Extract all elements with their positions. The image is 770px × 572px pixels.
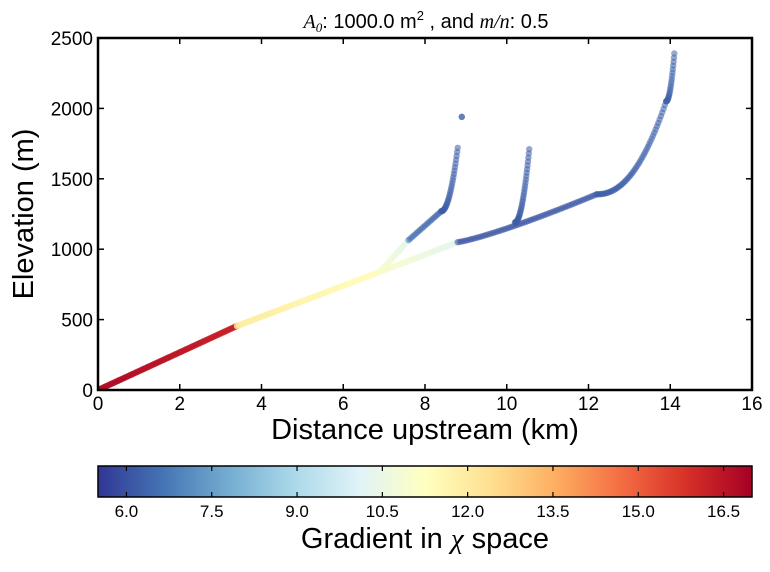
colorbar-tick-label: 13.5 [536,502,569,521]
chart-title: A0: 1000.0 m2 , and m/n: 0.5 [302,8,549,35]
plot-frame [96,36,754,392]
colorbar-label-text: Gradient in [301,523,451,555]
colorbar-tick-label: 9.0 [285,502,309,521]
x-axis: 0 2 4 6 8 10 12 14 16 [93,38,763,415]
colorbar-label-symbol: χ [448,523,465,555]
colorbar [97,465,753,498]
y-axis: 0 500 1000 1500 2000 2500 [51,29,752,402]
x-tick-label: 4 [256,394,267,415]
x-tick-label: 2 [174,394,185,415]
y-tick-label: 1500 [51,170,93,191]
y-tick-label: 0 [82,381,93,402]
title-mn-value: : 0.5 [510,11,549,33]
colorbar-label-suffix: space [464,523,549,555]
y-tick-label: 1000 [51,240,93,261]
title-mn-symbol: m/n [480,11,510,33]
x-tick-label: 8 [420,394,431,415]
title-a0-value: : 1000.0 m [322,11,417,33]
colorbar-label: Gradient in χ space [301,523,549,555]
data-point [454,144,461,152]
title-a0-superscript: 2 [417,8,424,23]
x-tick-label: 10 [496,394,517,415]
x-tick-label: 16 [741,394,762,415]
x-tick-label: 12 [578,394,599,415]
title-a0-subscript: 0 [316,20,323,35]
data-point [526,146,533,153]
colorbar-tick-label: 6.0 [115,502,139,521]
colorbar-tick-label: 15.0 [622,502,655,521]
y-tick-label: 2500 [51,29,93,50]
x-axis-label: Distance upstream (km) [271,414,579,446]
data-point [671,50,678,57]
colorbar-tick-label: 7.5 [200,502,224,521]
y-tick-label: 2000 [51,99,93,120]
colorbar-tick-label: 10.5 [366,502,399,521]
y-tick-label: 500 [61,311,93,332]
y-axis-label: Elevation (m) [8,129,40,300]
x-tick-label: 14 [660,394,682,415]
colorbar-tick-label: 16.5 [707,502,740,521]
x-tick-label: 6 [338,394,349,415]
data-point [458,113,465,121]
title-joiner: , and [424,11,480,33]
title-a0-symbol: A [302,11,317,33]
colorbar-axis: 6.0 7.5 9.0 10.5 12.0 13.5 15.0 16.5 [115,466,740,521]
x-tick-label: 0 [93,394,104,415]
colorbar-tick-label: 12.0 [451,502,484,521]
data-points [98,50,678,390]
